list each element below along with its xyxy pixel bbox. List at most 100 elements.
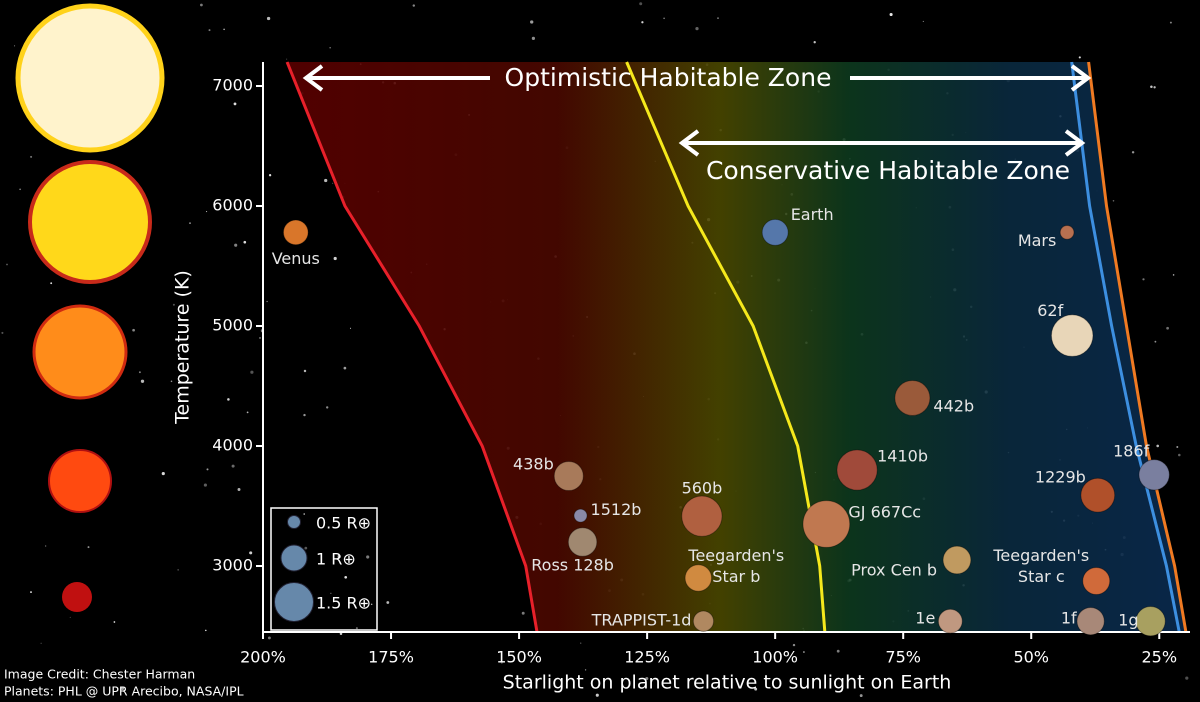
background-star xyxy=(332,182,334,184)
background-star xyxy=(1176,446,1179,448)
background-star xyxy=(412,4,415,7)
planet-label: 442b xyxy=(933,397,974,416)
background-star xyxy=(1166,326,1169,330)
x-tick-label: 50% xyxy=(1013,648,1049,667)
background-star xyxy=(69,616,71,618)
background-star xyxy=(595,693,599,697)
x-tick-label: 150% xyxy=(496,648,542,667)
background-star xyxy=(267,636,271,640)
background-star xyxy=(366,555,370,559)
background-star xyxy=(243,240,247,244)
background-star xyxy=(140,379,145,383)
background-star xyxy=(223,28,225,31)
background-star xyxy=(1112,200,1115,202)
background-star xyxy=(355,627,358,630)
planet-label: 1410b xyxy=(877,447,928,466)
background-star xyxy=(792,643,796,647)
plot: 3000 4000 5000 6000 7000 200% 175% 150% 125% 100%… xyxy=(212,61,1190,667)
background-star xyxy=(1169,21,1172,24)
background-star xyxy=(50,282,53,285)
background-star xyxy=(200,3,203,7)
zone-boundary xyxy=(1087,61,1188,633)
background-star xyxy=(324,178,328,183)
planet-label: Ross 128b xyxy=(531,556,614,575)
background-star xyxy=(304,546,308,550)
planet-label: 1e xyxy=(915,609,935,628)
credit: Image Credit: Chester Harman xyxy=(4,667,195,682)
background-star xyxy=(208,29,211,32)
planet xyxy=(1080,477,1116,513)
planet xyxy=(681,495,723,537)
planet xyxy=(282,219,309,246)
background-star xyxy=(370,603,373,606)
planet xyxy=(1050,314,1094,357)
y-tick-label: 3000 xyxy=(212,556,253,575)
star-icon xyxy=(48,449,112,513)
legend-marker xyxy=(274,582,314,622)
background-star xyxy=(1142,278,1145,281)
background-star xyxy=(250,370,254,374)
background-star xyxy=(303,369,307,373)
background-star xyxy=(266,16,271,21)
background-star xyxy=(333,256,337,261)
background-star xyxy=(268,174,272,177)
background-star xyxy=(205,629,207,632)
background-star xyxy=(337,554,341,559)
background-star xyxy=(231,464,235,468)
legend-box xyxy=(270,507,378,631)
legend-label: 0.5 R⊕ xyxy=(316,514,371,533)
background-star xyxy=(521,611,525,615)
background-star xyxy=(1172,274,1175,276)
background-star xyxy=(177,569,179,571)
legend-label: 1.5 R⊕ xyxy=(316,594,371,613)
planet-label: 1g xyxy=(1118,611,1138,630)
star-icon xyxy=(62,582,92,612)
planet xyxy=(1059,225,1075,240)
label-line: Star c xyxy=(1018,567,1065,586)
background-star xyxy=(45,545,47,547)
background-star xyxy=(349,327,352,329)
planet xyxy=(836,449,878,491)
background-star xyxy=(326,406,329,409)
background-star xyxy=(580,642,582,644)
planet xyxy=(684,564,713,592)
label-line: Star b xyxy=(712,567,760,586)
background-star xyxy=(584,669,587,671)
credit: Planets: PHL @ UPR Arecibo, NASA/IPL xyxy=(4,684,244,699)
x-tick-label: 175% xyxy=(368,648,414,667)
background-star xyxy=(717,17,719,19)
background-star xyxy=(19,188,21,191)
y-tick-label: 5000 xyxy=(212,316,253,335)
background-star xyxy=(172,303,175,306)
background-star xyxy=(203,483,207,487)
background-star xyxy=(206,468,209,471)
y-tick-label: 7000 xyxy=(212,76,253,95)
background-star xyxy=(339,632,343,636)
zone-boundary xyxy=(1070,61,1181,633)
legend-marker xyxy=(287,515,301,529)
background-star xyxy=(343,366,347,370)
background-star xyxy=(1154,340,1157,343)
planet-label: Mars xyxy=(1018,231,1057,250)
x-tick-label: 25% xyxy=(1141,648,1177,667)
planet xyxy=(942,545,972,575)
planet xyxy=(1138,459,1170,491)
background-star xyxy=(40,642,42,644)
background-star xyxy=(1131,151,1135,154)
y-tick-label: 6000 xyxy=(212,196,253,215)
background-star xyxy=(6,263,8,266)
background-star xyxy=(1150,85,1153,88)
planet xyxy=(937,608,963,634)
background-star xyxy=(344,575,348,579)
planet xyxy=(553,460,584,492)
background-star xyxy=(113,621,116,623)
stars xyxy=(15,3,165,612)
planet-label: Earth xyxy=(791,205,834,224)
background-star xyxy=(233,102,237,106)
star-icon xyxy=(32,304,128,400)
background-star xyxy=(531,36,536,41)
background-star xyxy=(859,694,863,698)
background-star xyxy=(386,601,390,604)
